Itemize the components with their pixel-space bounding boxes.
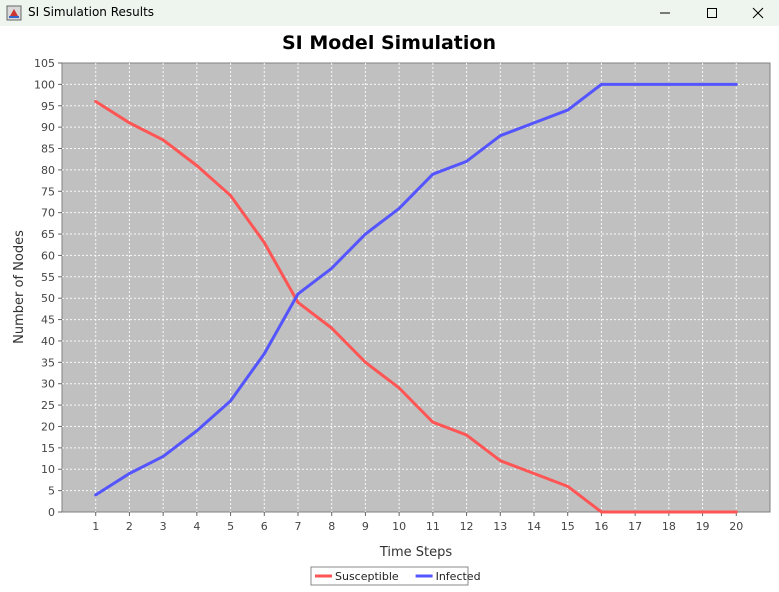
y-tick-label: 85 [41, 143, 55, 156]
java-app-icon [6, 5, 22, 21]
x-tick-label: 8 [328, 520, 335, 533]
close-icon [752, 7, 764, 19]
y-tick-label: 35 [41, 356, 55, 369]
y-tick-label: 25 [41, 399, 55, 412]
y-tick-label: 95 [41, 100, 55, 113]
x-tick-label: 7 [295, 520, 302, 533]
y-tick-label: 70 [41, 207, 55, 220]
y-tick-label: 10 [41, 463, 55, 476]
x-tick-label: 13 [493, 520, 507, 533]
y-tick-label: 60 [41, 249, 55, 262]
y-tick-label: 20 [41, 420, 55, 433]
x-tick-label: 2 [126, 520, 133, 533]
y-axis-label: Number of Nodes [12, 230, 27, 344]
x-tick-label: 19 [696, 520, 710, 533]
y-tick-label: 75 [41, 185, 55, 198]
x-tick-label: 17 [628, 520, 642, 533]
y-tick-label: 15 [41, 442, 55, 455]
x-tick-label: 14 [527, 520, 541, 533]
x-tick-label: 5 [227, 520, 234, 533]
y-tick-label: 90 [41, 121, 55, 134]
y-tick-label: 100 [34, 78, 55, 91]
line-chart: SI Model Simulation 05101520253035404550… [0, 26, 779, 588]
window-title: SI Simulation Results [28, 5, 154, 19]
legend: Susceptible Infected [311, 567, 481, 585]
y-tick-label: 30 [41, 378, 55, 391]
y-tick-label: 0 [48, 506, 55, 519]
x-tick-label: 10 [392, 520, 406, 533]
x-tick-label: 4 [193, 520, 200, 533]
y-tick-label: 105 [34, 57, 55, 70]
y-tick-label: 65 [41, 228, 55, 241]
legend-label-susceptible: Susceptible [335, 570, 399, 583]
close-button[interactable] [735, 0, 779, 26]
maximize-icon [706, 7, 718, 19]
x-tick-label: 16 [594, 520, 608, 533]
y-axis: 0 5 10 15 20 25 30 35 40 45 50 55 60 65 70 75 80 85 90 95 10… [34, 57, 62, 519]
y-tick-label: 55 [41, 271, 55, 284]
x-tick-label: 20 [729, 520, 743, 533]
x-tick-label: 15 [561, 520, 575, 533]
y-tick-label: 45 [41, 314, 55, 327]
window-titlebar: SI Simulation Results [0, 0, 779, 26]
x-tick-label: 1 [92, 520, 99, 533]
chart-title: SI Model Simulation [282, 32, 496, 54]
x-tick-label: 12 [460, 520, 474, 533]
y-tick-label: 50 [41, 292, 55, 305]
y-tick-label: 40 [41, 335, 55, 348]
minimize-icon [659, 7, 671, 19]
legend-label-infected: Infected [436, 570, 481, 583]
x-tick-label: 3 [160, 520, 167, 533]
y-tick-label: 80 [41, 164, 55, 177]
x-axis-label: Time Steps [379, 545, 453, 560]
x-tick-label: 18 [662, 520, 676, 533]
x-tick-label: 6 [261, 520, 268, 533]
x-tick-label: 9 [362, 520, 369, 533]
y-tick-label: 5 [48, 485, 55, 498]
minimize-button[interactable] [642, 0, 688, 26]
plot-area [62, 63, 770, 512]
x-tick-label: 11 [426, 520, 440, 533]
maximize-button[interactable] [689, 0, 735, 26]
